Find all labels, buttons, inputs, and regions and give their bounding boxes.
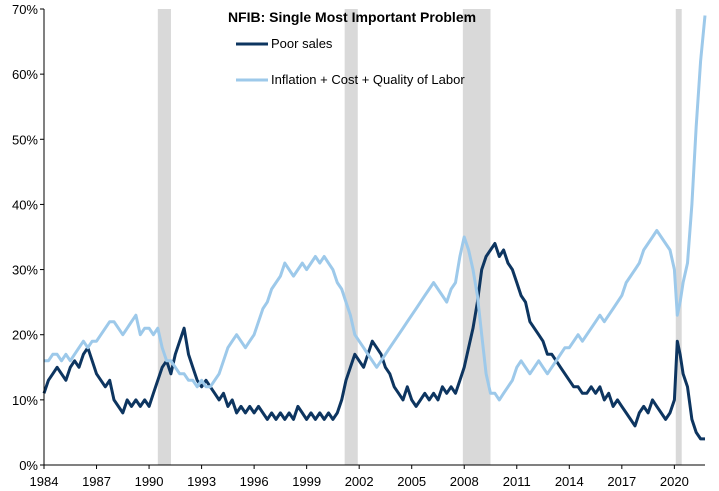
y-tick-label: 30% (12, 263, 38, 278)
series-line-poor-sales (42, 242, 705, 441)
x-tick-label: 2008 (450, 474, 479, 489)
chart-title: NFIB: Single Most Important Problem (228, 9, 476, 25)
recession-band-1 (157, 9, 171, 465)
x-tick-label: 2020 (660, 474, 689, 489)
x-tick-label: 1984 (30, 474, 59, 489)
series-line-inflation-cost-labor (44, 15, 707, 402)
x-tick-label: 2005 (397, 474, 426, 489)
legend: Poor sales Inflation + Cost + Quality of… (236, 36, 465, 87)
x-tick-label: 1993 (187, 474, 216, 489)
recession-band-3 (462, 9, 491, 465)
y-tick-label: 10% (12, 393, 38, 408)
x-tick-label: 1996 (240, 474, 269, 489)
recession-bands (157, 9, 682, 465)
x-tick-label: 2017 (607, 474, 636, 489)
y-tick-label: 20% (12, 328, 38, 343)
series-lines (42, 15, 707, 441)
y-tick-label: 60% (12, 67, 38, 82)
x-tick-label: 1987 (82, 474, 111, 489)
x-tick-label: 2014 (555, 474, 584, 489)
y-axis-ticks: 0% 10% 20% 30% 40% 50% 60% 70% (12, 2, 44, 473)
axes (43, 9, 705, 466)
recession-band-4 (675, 9, 682, 465)
y-tick-label: 70% (12, 2, 38, 17)
x-tick-label: 2011 (503, 474, 531, 489)
x-tick-label: 2002 (345, 474, 374, 489)
y-tick-label: 40% (12, 197, 38, 212)
recession-band-2 (344, 9, 358, 465)
y-tick-label: 0% (19, 458, 38, 473)
x-tick-label: 1999 (292, 474, 321, 489)
x-tick-label: 1990 (135, 474, 164, 489)
legend-label-poor-sales: Poor sales (271, 36, 333, 51)
y-tick-label: 50% (12, 132, 38, 147)
x-axis-ticks: 1984 1987 1990 1993 1996 1999 2002 2005 2008 2011… (30, 465, 689, 489)
legend-label-inflation-cost-labor: Inflation + Cost + Quality of Labor (271, 72, 465, 87)
